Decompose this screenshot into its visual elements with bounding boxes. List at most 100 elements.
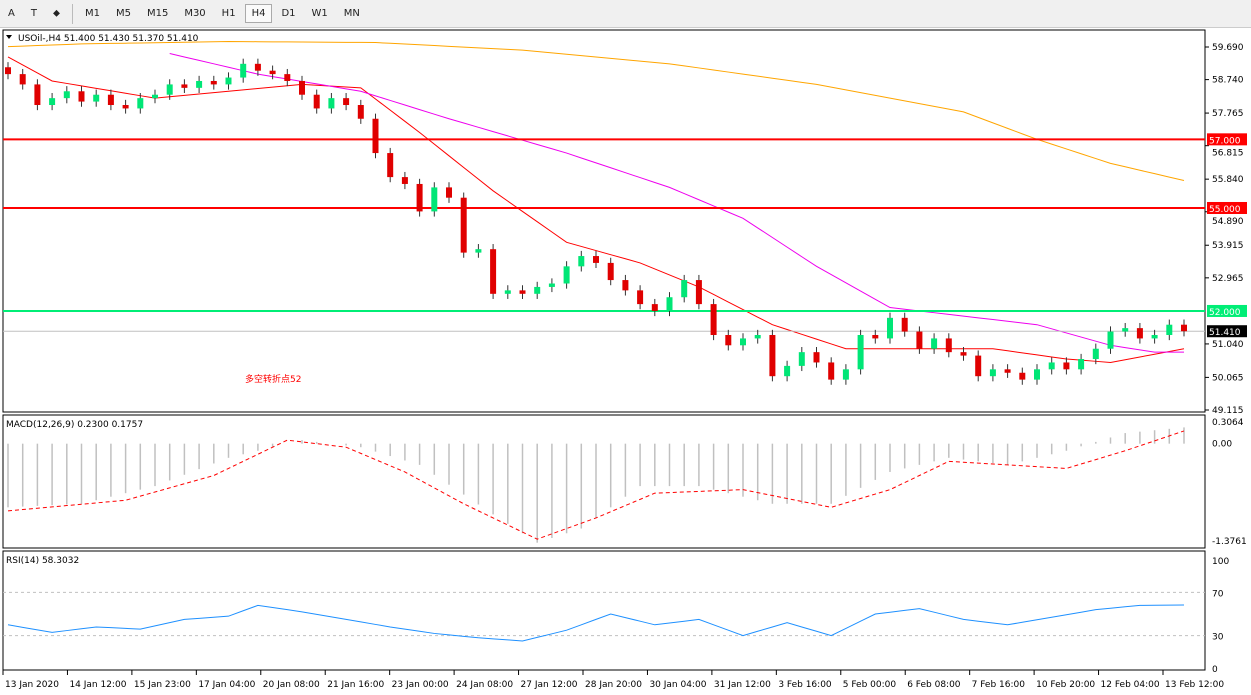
chart-title: USOil-,H4 51.400 51.430 51.370 51.410	[18, 34, 199, 44]
timeframe-h4[interactable]: H4	[244, 4, 273, 23]
candle	[1107, 331, 1114, 349]
candle	[254, 63, 261, 71]
candle	[725, 334, 732, 346]
candle	[916, 331, 923, 349]
candle	[593, 256, 599, 263]
candle	[945, 338, 952, 353]
candle	[1063, 362, 1070, 370]
y-tick-label: 52.965	[1212, 274, 1244, 284]
candle	[842, 369, 849, 380]
collapse-triangle-icon	[6, 35, 12, 39]
x-tick-label: 21 Jan 16:00	[327, 680, 384, 690]
candle	[490, 249, 497, 294]
candle	[1019, 372, 1026, 380]
text-tool-button[interactable]: A	[8, 8, 15, 19]
candle	[695, 280, 702, 305]
candle	[1136, 328, 1143, 339]
candle	[1092, 348, 1099, 360]
y-tick-label: 50.065	[1212, 373, 1244, 383]
timeframe-d1[interactable]: D1	[281, 8, 296, 19]
y-tick-label: 55.840	[1212, 175, 1244, 185]
level-label-bg	[1207, 304, 1247, 317]
level-label-bg	[1207, 133, 1247, 146]
moving-average-line-2	[7, 41, 1185, 182]
macd-y-label: 0.3064	[1212, 418, 1244, 428]
candle	[1034, 369, 1040, 380]
candle	[372, 118, 379, 154]
candle	[519, 290, 526, 294]
candle	[622, 280, 629, 291]
x-tick-label: 12 Feb 04:00	[1101, 680, 1160, 690]
candle	[269, 70, 276, 75]
chart-area[interactable]: 59.690 58.740 57.765 56.815 55.840 54.890 53.9…	[0, 27, 1251, 695]
x-tick-label: 13 Feb 12:00	[1165, 680, 1224, 690]
panel-frame-2	[2, 550, 1206, 671]
toolbar: A T ⬥ M1 M5 M15 M30 H1 H4 D1 W1 MN	[0, 0, 1251, 28]
candle	[196, 80, 203, 88]
panel-frame-1	[2, 414, 1206, 549]
candle	[475, 249, 482, 253]
candle	[313, 94, 320, 109]
rsi-line	[7, 604, 1185, 642]
macd-y-label: 0.00	[1212, 440, 1232, 450]
timeframe-m1[interactable]: M1	[84, 8, 100, 19]
candle	[1078, 359, 1085, 370]
candle	[563, 266, 570, 284]
x-tick-label: 13 Jan 2020	[5, 680, 59, 690]
rsi-y-label: 30	[1212, 633, 1224, 643]
candle	[181, 84, 188, 88]
current-price-label: 51.410	[1209, 328, 1241, 338]
timeframe-m15[interactable]: M15	[146, 8, 169, 19]
current-price-bg	[1207, 325, 1247, 338]
y-tick-label: 58.740	[1212, 76, 1244, 86]
candle	[357, 105, 364, 119]
annotation-text: 多空转折点52	[245, 373, 301, 385]
candle	[5, 67, 11, 75]
candle	[387, 153, 394, 178]
timeframe-m30[interactable]: M30	[184, 8, 206, 19]
candle	[1048, 362, 1055, 370]
text-label-tool-button[interactable]: T	[30, 8, 37, 19]
level-label: 52.000	[1209, 308, 1241, 318]
x-tick-label: 15 Jan 23:00	[134, 680, 191, 690]
timeframe-mn[interactable]: MN	[343, 8, 360, 19]
candle	[1122, 328, 1129, 332]
rsi-title: RSI(14) 58.3032	[6, 556, 79, 566]
timeframe-m5[interactable]: M5	[115, 8, 131, 19]
rsi-y-label: 0	[1212, 665, 1218, 675]
x-tick-label: 7 Feb 16:00	[972, 680, 1026, 690]
candle	[607, 262, 614, 281]
candle	[740, 338, 746, 346]
macd-title: MACD(12,26,9) 0.2300 0.1757	[6, 420, 143, 430]
candle	[328, 98, 335, 109]
candle	[107, 94, 114, 106]
timeframe-h1[interactable]: H1	[221, 8, 236, 19]
candle	[784, 365, 791, 377]
level-label: 57.000	[1209, 136, 1241, 146]
arrows-tool-button[interactable]: ⬥	[52, 8, 60, 19]
candle	[416, 183, 423, 212]
candle	[225, 77, 232, 85]
x-tick-label: 27 Jan 12:00	[521, 680, 578, 690]
candle	[299, 80, 305, 95]
candle	[63, 91, 70, 99]
candle	[872, 334, 879, 339]
candle	[1181, 324, 1187, 332]
candle	[769, 334, 776, 377]
x-tick-label: 17 Jan 04:00	[198, 680, 255, 690]
y-tick-label: 57.765	[1212, 109, 1244, 119]
timeframe-w1[interactable]: W1	[311, 8, 328, 19]
candle	[137, 98, 144, 109]
y-tick-label: 56.815	[1212, 148, 1244, 158]
candle	[975, 355, 982, 377]
candle	[343, 98, 350, 106]
x-tick-label: 6 Feb 08:00	[907, 680, 961, 690]
rsi-y-label: 70	[1212, 589, 1224, 599]
y-tick-label: 51.040	[1212, 340, 1244, 350]
y-tick-label: 53.915	[1212, 241, 1244, 251]
candle	[504, 290, 511, 294]
candle	[578, 256, 585, 267]
candle	[857, 334, 864, 370]
x-tick-label: 24 Jan 08:00	[456, 680, 513, 690]
y-tick-label: 49.115	[1212, 406, 1244, 416]
